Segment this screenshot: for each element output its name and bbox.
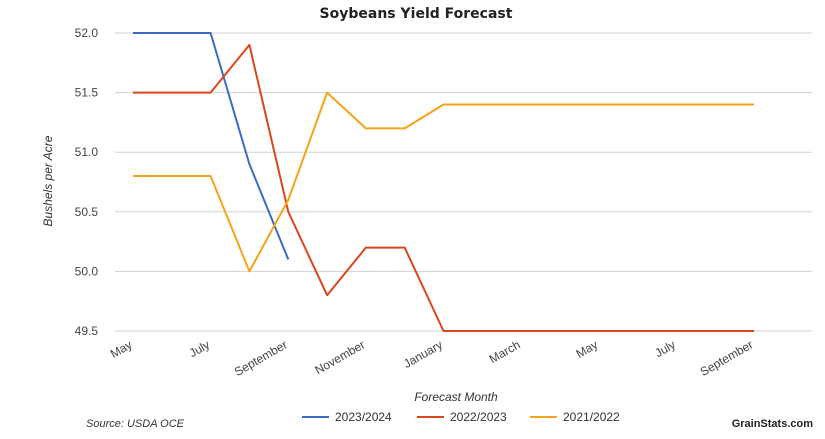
- x-tick-label: July: [652, 337, 677, 360]
- brand-label: GrainStats.com: [732, 418, 814, 430]
- x-tick-label: May: [574, 337, 601, 360]
- x-tick-label: September: [698, 337, 756, 378]
- series-line-2021-2022: [133, 91, 754, 273]
- legend-label: 2023/2024: [335, 410, 392, 424]
- x-tick-label: March: [487, 337, 523, 366]
- x-tick-label: May: [108, 337, 135, 360]
- x-axis-title: Forecast Month: [414, 390, 498, 404]
- x-tick-label: November: [312, 337, 367, 377]
- series-lines: [133, 32, 754, 332]
- y-tick-label: 51.0: [75, 145, 99, 159]
- series-line-2023-2024: [133, 32, 290, 260]
- legend-label: 2021/2022: [563, 410, 620, 424]
- x-tick-label: January: [401, 337, 445, 370]
- chart-title: Soybeans Yield Forecast: [320, 6, 513, 22]
- x-axis-ticks: May July September November January March May J…: [108, 337, 756, 378]
- y-tick-label: 50.5: [75, 205, 99, 219]
- series-line-2022-2023: [133, 43, 754, 332]
- legend: 2023/2024 2022/2023 2021/2022: [302, 410, 620, 424]
- legend-label: 2022/2023: [450, 410, 507, 424]
- y-axis-title: Bushels per Acre: [41, 135, 55, 226]
- y-tick-label: 51.5: [75, 86, 99, 100]
- y-tick-label: 49.5: [75, 324, 99, 338]
- y-axis-ticks: 49.5 50.0 50.5 51.0 51.5 52.0: [75, 26, 99, 338]
- gridlines: [115, 32, 812, 332]
- x-tick-label: September: [232, 337, 290, 378]
- source-note: Source: USDA OCE: [86, 418, 185, 430]
- y-tick-label: 50.0: [75, 264, 99, 278]
- x-tick-label: July: [187, 337, 212, 360]
- y-tick-label: 52.0: [75, 26, 99, 40]
